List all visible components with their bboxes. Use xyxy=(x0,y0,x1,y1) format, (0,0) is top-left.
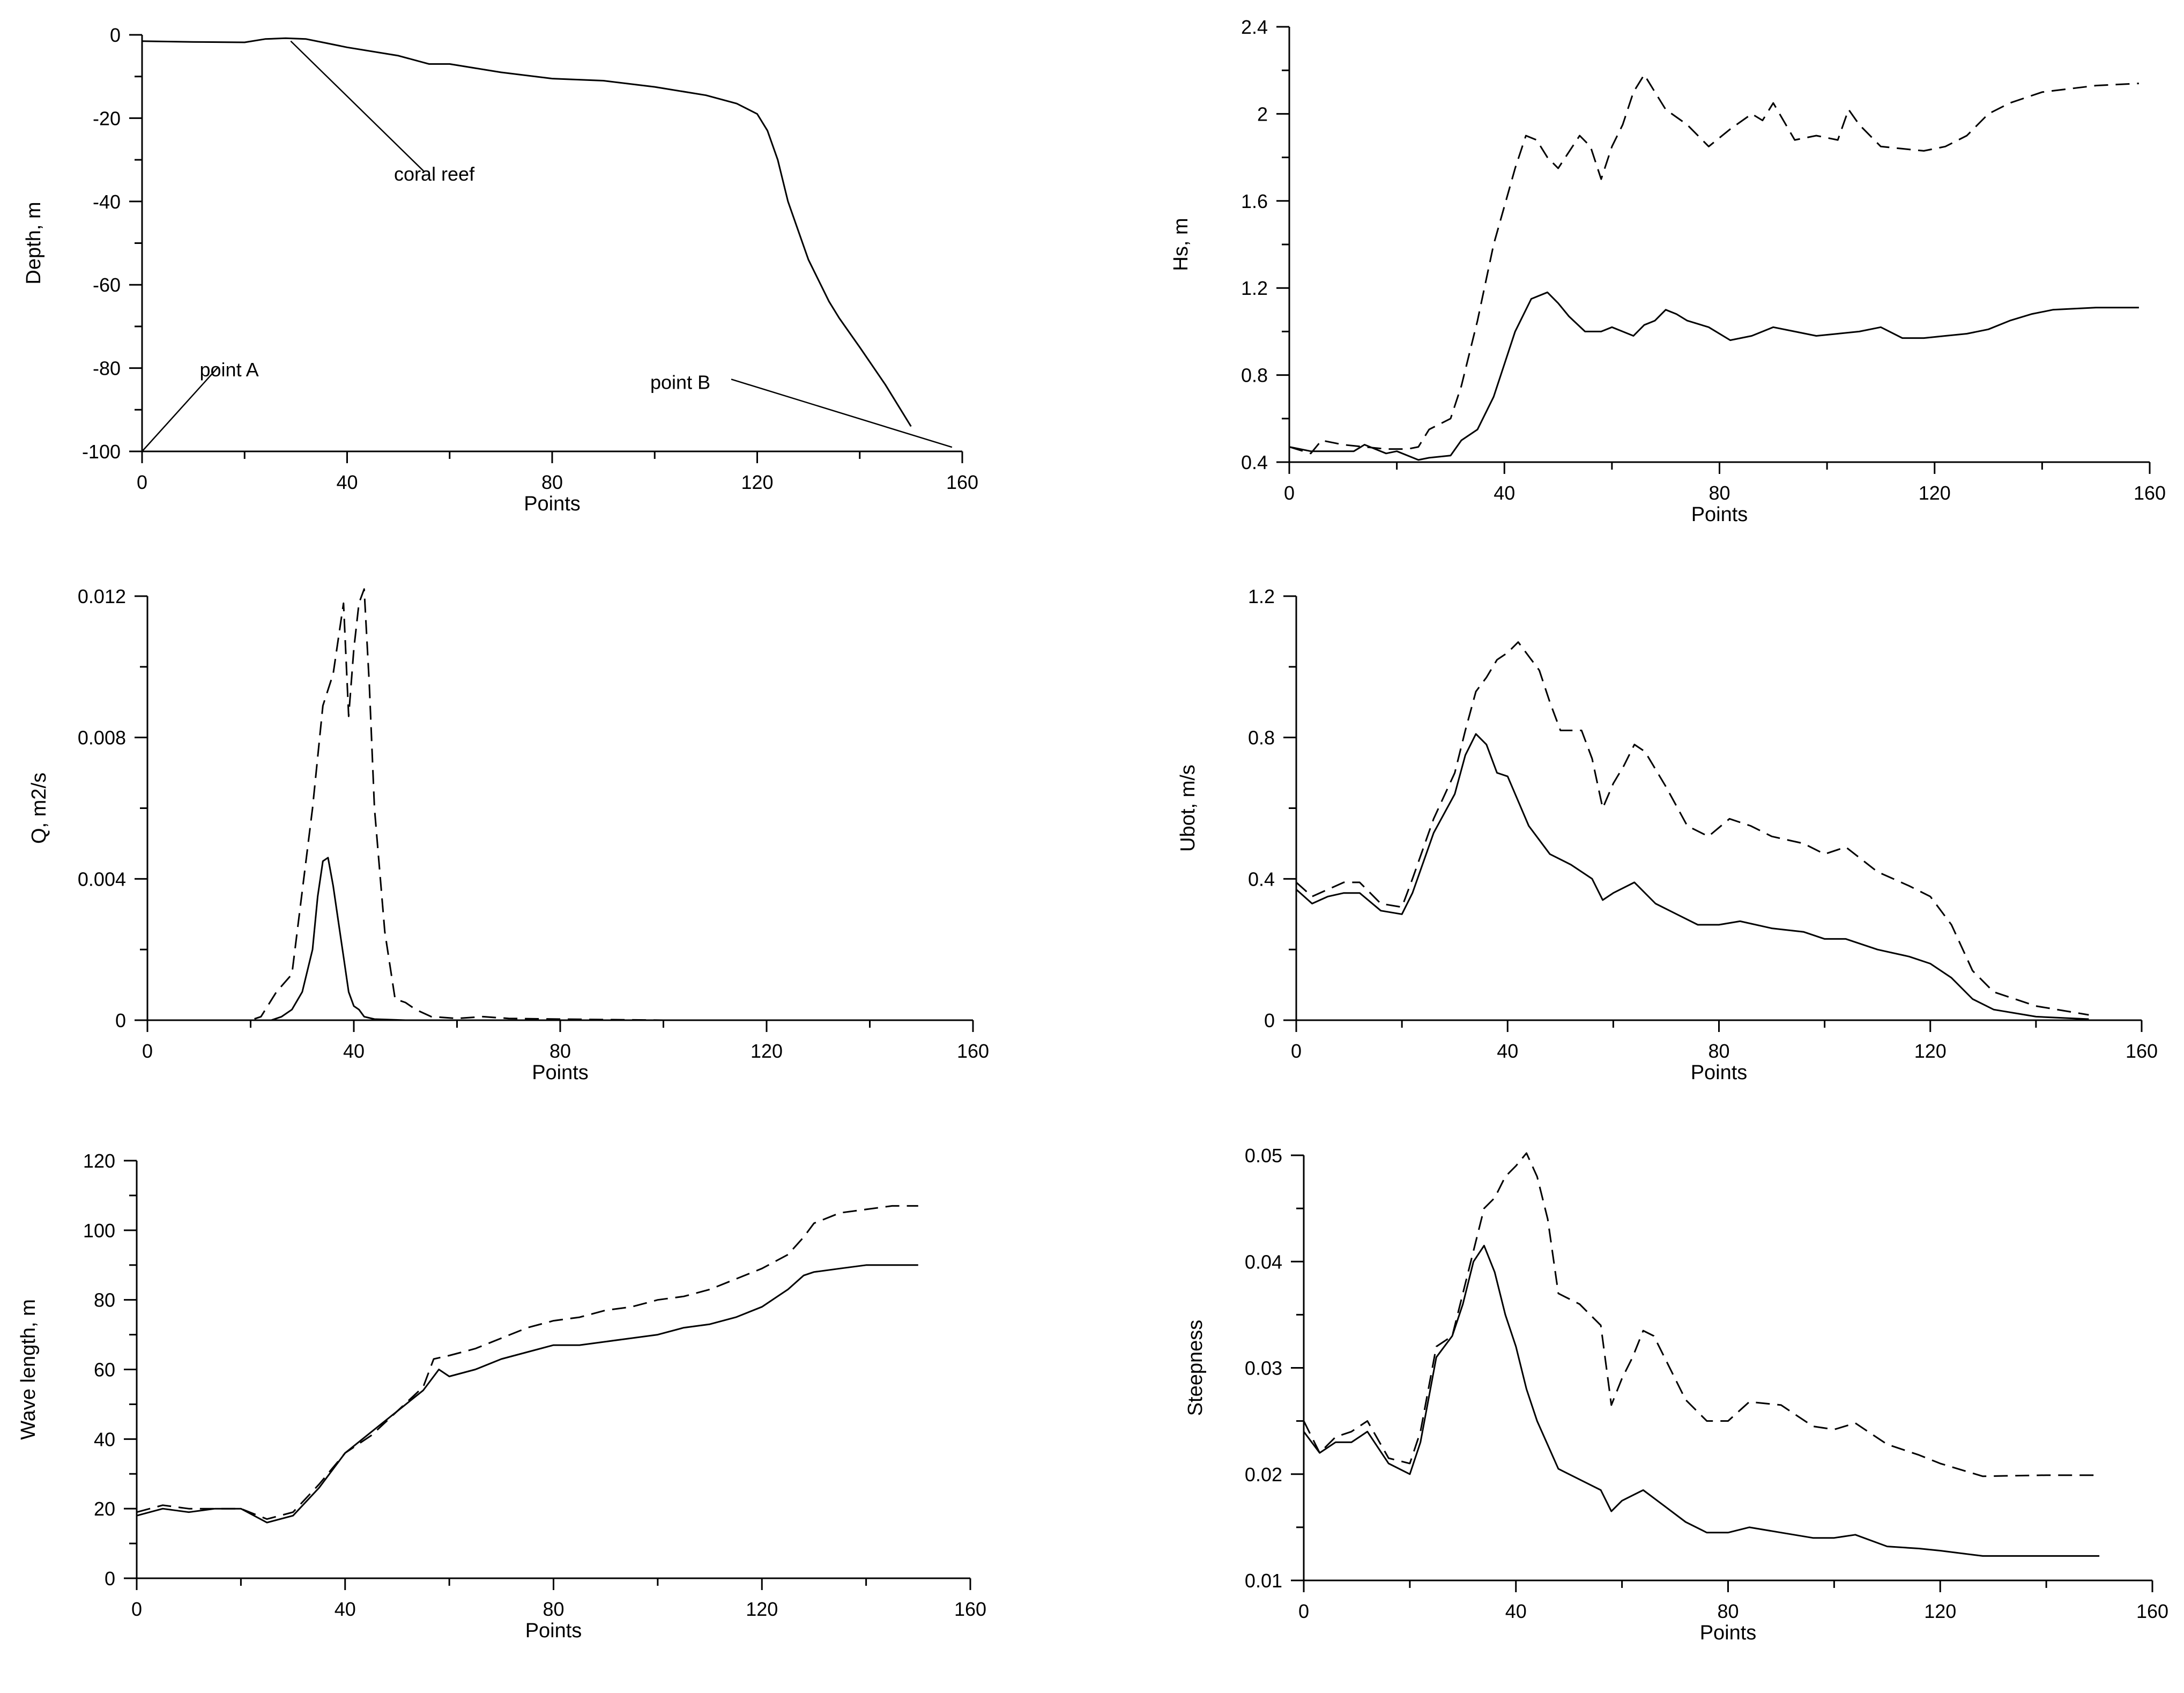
chart-steepness-y-tick-label: 0.02 xyxy=(1245,1464,1282,1486)
chart-q-y-axis-title: Q, m2/s xyxy=(28,773,50,844)
chart-depth-annotation-coral-reef: coral reef xyxy=(394,163,475,185)
chart-q-series-dashed xyxy=(147,588,819,1021)
chart-depth-y-tick-label: -40 xyxy=(93,191,121,213)
chart-depth-x-tick-label: 120 xyxy=(741,471,773,493)
chart-wavelength-x-tick-label: 80 xyxy=(543,1598,564,1620)
chart-steepness-x-tick-label: 160 xyxy=(2136,1600,2168,1622)
chart-depth-annotation-leader-point-B xyxy=(731,378,953,448)
chart-ubot-y-tick-label: 0 xyxy=(1264,1009,1275,1031)
chart-hs-y-tick-label: 1.6 xyxy=(1241,190,1268,212)
chart-steepness-series-dashed xyxy=(1303,1152,2100,1477)
chart-wavelength-y-tick-label: 60 xyxy=(94,1359,115,1381)
chart-depth-x-tick-label: 40 xyxy=(336,471,358,493)
chart-ubot-x-tick-label: 0 xyxy=(1291,1040,1302,1062)
chart-steepness: 0 40 80 120 160 0.01 0.02 0.03 0.04 0.05 Points Ste… xyxy=(1184,1145,2168,1644)
chart-q-y-tick-label: 0.012 xyxy=(78,585,126,607)
chart-wavelength-x-tick-label: 120 xyxy=(746,1598,778,1620)
chart-ubot-x-tick-label: 40 xyxy=(1497,1040,1518,1062)
chart-hs-y-tick-label: 2.4 xyxy=(1241,16,1268,38)
chart-hs-x-tick-label: 0 xyxy=(1284,482,1295,504)
chart-ubot-series-solid xyxy=(1296,733,2089,1020)
chart-steepness-series-solid xyxy=(1303,1245,2100,1557)
chart-depth-y-tick-label: 0 xyxy=(110,24,121,46)
chart-ubot-x-tick-label: 80 xyxy=(1708,1040,1729,1062)
chart-depth-y-tick-label: -80 xyxy=(93,358,121,380)
chart-q-x-tick-label: 80 xyxy=(549,1040,571,1062)
chart-wavelength-y-tick-label: 80 xyxy=(94,1289,115,1311)
chart-steepness-x-tick-label: 120 xyxy=(1924,1600,1956,1622)
chart-depth-y-axis-title: Depth, m xyxy=(23,202,45,284)
chart-wavelength-y-tick-label: 120 xyxy=(83,1150,115,1172)
chart-steepness-y-tick-label: 0.04 xyxy=(1245,1251,1282,1273)
chart-ubot-y-tick-label: 1.2 xyxy=(1248,585,1275,607)
chart-depth-x-tick-label: 80 xyxy=(541,471,563,493)
chart-q-x-tick-label: 160 xyxy=(957,1040,989,1062)
chart-wavelength-y-tick-label: 0 xyxy=(105,1568,115,1590)
chart-hs-x-tick-label: 80 xyxy=(1708,482,1730,504)
chart-hs-x-axis-title: Points xyxy=(1691,503,1748,526)
chart-wavelength-x-tick-label: 40 xyxy=(335,1598,356,1620)
chart-ubot-y-tick-label: 0.4 xyxy=(1248,868,1275,890)
chart-depth-x-axis-title: Points xyxy=(524,493,581,515)
chart-hs-series-dashed xyxy=(1289,73,2139,455)
chart-ubot-x-tick-label: 120 xyxy=(1914,1040,1947,1062)
chart-q-x-axis-title: Points xyxy=(532,1061,589,1084)
chart-wavelength-y-tick-label: 20 xyxy=(94,1498,115,1520)
chart-steepness-x-axis-title: Points xyxy=(1700,1622,1757,1644)
chart-ubot-y-tick-label: 0.8 xyxy=(1248,727,1275,749)
chart-hs-y-tick-label: 0.8 xyxy=(1241,365,1268,387)
chart-steepness-x-tick-label: 0 xyxy=(1298,1600,1309,1622)
chart-ubot-y-axis-title: Ubot, m/s xyxy=(1177,764,1199,852)
chart-q-x-tick-label: 40 xyxy=(343,1040,365,1062)
chart-ubot-x-axis-title: Points xyxy=(1691,1061,1748,1084)
chart-hs-y-axis-title: Hs, m xyxy=(1170,218,1192,271)
chart-depth-series-depth-profile xyxy=(142,37,912,427)
chart-depth: 0 40 80 120 160 0 -20 -40 -60 -80 -100 Points Depth,… xyxy=(23,24,978,515)
chart-wavelength-series-solid xyxy=(136,1264,918,1524)
chart-depth-x-tick-label: 160 xyxy=(946,471,978,493)
chart-ubot-x-tick-label: 160 xyxy=(2126,1040,2158,1062)
chart-hs-y-tick-label: 0.4 xyxy=(1241,451,1268,473)
chart-hs-series-solid xyxy=(1289,291,2139,461)
chart-steepness-y-tick-label: 0.05 xyxy=(1245,1145,1282,1167)
chart-steepness-y-tick-label: 0.03 xyxy=(1245,1357,1282,1379)
chart-depth-annotation-leader-point-A xyxy=(142,366,219,452)
chart-q: 0 40 80 120 160 0 0.004 0.008 0.012 Points Q, m2/s xyxy=(28,585,989,1084)
chart-q-y-tick-label: 0.004 xyxy=(78,868,126,890)
chart-ubot-series-dashed xyxy=(1296,641,2089,1016)
chart-hs-y-tick-label: 2 xyxy=(1257,103,1268,125)
chart-depth-annotation-point-A: point A xyxy=(200,359,259,381)
chart-q-y-tick-label: 0 xyxy=(115,1009,126,1031)
chart-steepness-y-tick-label: 0.01 xyxy=(1245,1570,1282,1592)
chart-q-x-tick-label: 0 xyxy=(142,1040,153,1062)
chart-hs-x-tick-label: 120 xyxy=(1919,482,1951,504)
chart-wavelength-y-axis-title: Wave length, m xyxy=(17,1299,40,1440)
chart-depth-y-tick-label: -100 xyxy=(82,441,121,463)
chart-q-series-solid xyxy=(147,857,767,1021)
chart-hs: 0 40 80 120 160 0.4 0.8 1.2 1.6 2 2.4 Points Hs, m xyxy=(1170,16,2166,526)
chart-wavelength-y-tick-label: 100 xyxy=(83,1220,115,1242)
chart-wavelength-x-axis-title: Points xyxy=(525,1620,582,1642)
chart-hs-y-tick-label: 1.2 xyxy=(1241,277,1268,299)
chart-depth-y-tick-label: -20 xyxy=(93,107,121,129)
chart-depth-y-tick-label: -60 xyxy=(93,274,121,296)
chart-wavelength-x-tick-label: 160 xyxy=(954,1598,986,1620)
chart-steepness-x-tick-label: 40 xyxy=(1505,1600,1527,1622)
chart-steepness-x-tick-label: 80 xyxy=(1717,1600,1739,1622)
chart-hs-x-tick-label: 160 xyxy=(2134,482,2166,504)
chart-q-y-tick-label: 0.008 xyxy=(78,727,126,749)
chart-ubot: 0 40 80 120 160 0 0.4 0.8 1.2 Points Ubot, m/s xyxy=(1177,585,2158,1084)
chart-steepness-y-axis-title: Steepness xyxy=(1184,1320,1207,1416)
chart-wavelength-series-dashed xyxy=(136,1205,918,1520)
chart-hs-x-tick-label: 40 xyxy=(1494,482,1515,504)
chart-q-x-tick-label: 120 xyxy=(751,1040,783,1062)
chart-depth-annotation-point-B: point B xyxy=(650,371,710,393)
chart-wavelength-x-tick-label: 0 xyxy=(131,1598,142,1620)
chart-depth-annotation-leader-coral-reef xyxy=(290,40,424,172)
chart-depth-x-tick-label: 0 xyxy=(137,471,147,493)
chart-wavelength: 0 40 80 120 160 0 20 40 60 80 100 120 Points Wave len… xyxy=(17,1150,986,1642)
chart-wavelength-y-tick-label: 40 xyxy=(94,1428,115,1450)
